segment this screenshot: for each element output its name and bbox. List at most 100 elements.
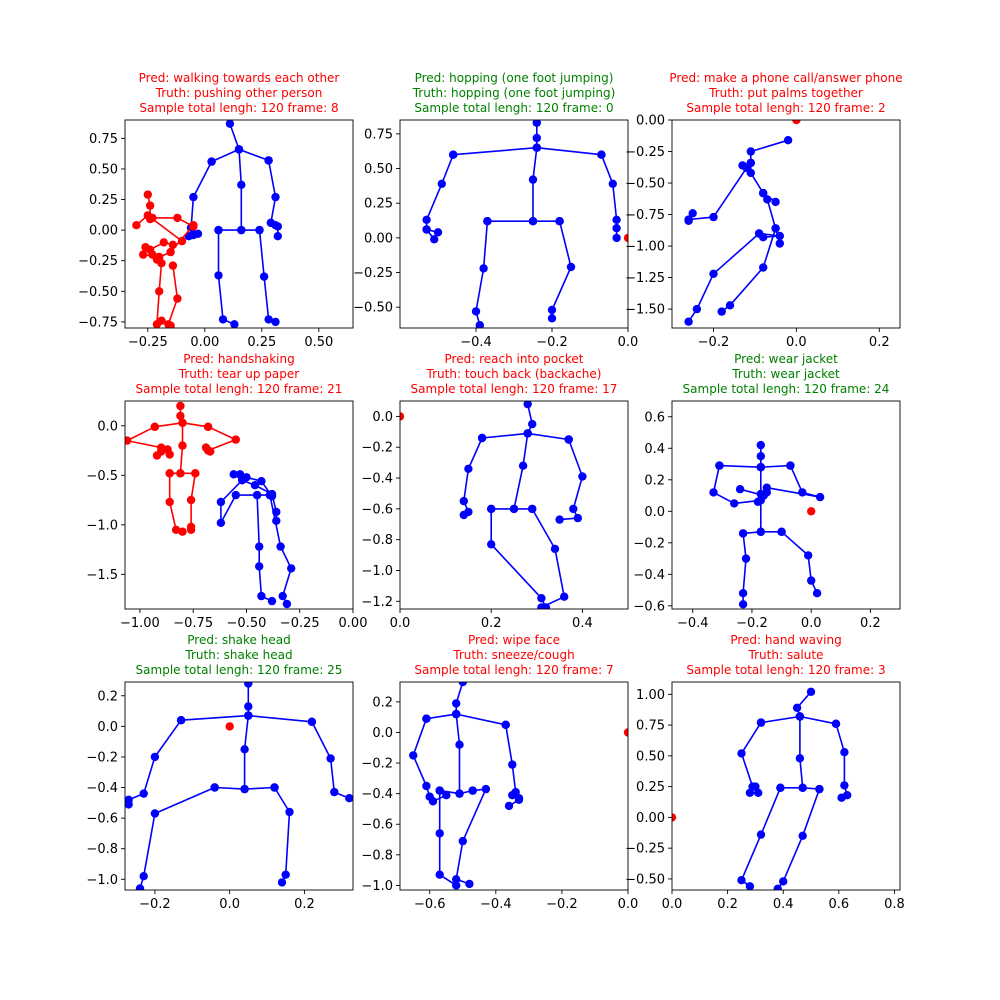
joint-point: [278, 591, 287, 601]
joint-point: [186, 495, 196, 505]
axes-frame: [124, 681, 354, 891]
joint-point: [684, 216, 693, 225]
y-tick-label: −0.50: [353, 301, 393, 316]
subplot-7: Pred: shake head Truth: shake head Sample …: [86, 633, 354, 912]
joint-point: [176, 411, 185, 421]
joint-point: [264, 315, 273, 324]
y-tick-label: −1.0: [361, 564, 393, 579]
y-tick-label: −1.5: [86, 568, 118, 583]
joint-point: [218, 315, 228, 324]
joint-point: [792, 703, 802, 712]
subplot-title: Pred: wipe face Truth: sneeze/cough Sample…: [414, 633, 613, 677]
joint-point: [746, 147, 755, 156]
x-tick-label: 0.50: [304, 335, 333, 350]
joint-point: [508, 760, 517, 769]
joint-point: [422, 781, 431, 791]
joint-point: [189, 221, 198, 230]
joint-point: [837, 793, 846, 802]
joint-point: [409, 751, 418, 760]
subplot-3: Pred: make a phone call/answer phone Trut…: [625, 71, 902, 350]
joint-point: [189, 192, 198, 202]
joint-point: [756, 440, 765, 450]
joint-point: [150, 809, 160, 818]
y-tick-label: −0.8: [361, 848, 393, 863]
series-1: [709, 440, 825, 609]
joint-point: [237, 225, 246, 235]
joint-point: [771, 224, 780, 233]
title-line: Truth: tear up paper: [178, 367, 299, 381]
y-tick-label: −0.75: [625, 208, 665, 223]
joint-point: [230, 320, 239, 328]
joint-point: [237, 180, 246, 189]
y-tick-label: −0.50: [625, 872, 665, 887]
skeleton-bone: [490, 508, 547, 608]
x-tick-label: 0.0: [786, 335, 807, 350]
joint-point: [125, 800, 133, 809]
title-line: Pred: shake head: [187, 633, 290, 647]
skeleton-bone: [781, 531, 818, 594]
y-tick-label: 0.0: [644, 505, 665, 520]
joint-point: [139, 789, 148, 798]
joint-point: [452, 875, 461, 884]
joint-point: [458, 682, 467, 687]
y-tick-label: −0.4: [361, 472, 393, 487]
joint-point: [210, 783, 219, 792]
title-line: Pred: handshaking: [183, 352, 294, 366]
joint-point: [806, 687, 816, 696]
joint-point: [165, 450, 174, 459]
joint-point: [452, 709, 461, 719]
x-tick-label: −0.2: [736, 616, 768, 631]
joint-point: [532, 143, 541, 152]
joint-point: [717, 307, 726, 316]
y-tick-label: −0.2: [361, 441, 393, 456]
joint-point: [804, 551, 813, 560]
joint-point: [528, 419, 537, 429]
joint-point: [150, 752, 160, 762]
x-tick-label: 0.00: [339, 616, 368, 631]
axes-frame: [671, 400, 901, 610]
plot-area: [684, 120, 801, 326]
joint-point: [623, 728, 628, 737]
title-line: Sample total lengh: 120 frame: 0: [414, 101, 613, 115]
joint-point: [688, 209, 697, 218]
subplot-4: Pred: handshaking Truth: tear up paper Sam…: [86, 352, 367, 631]
joint-point: [481, 784, 491, 794]
joint-point: [608, 179, 617, 188]
joint-point: [168, 240, 178, 249]
joint-point: [564, 435, 573, 444]
joint-point: [560, 592, 569, 601]
joint-point: [452, 699, 461, 708]
y-tick-label: −1.2: [361, 595, 393, 610]
joint-point: [234, 145, 244, 154]
series-2: [225, 722, 234, 731]
joint-point: [745, 882, 755, 890]
joint-point: [155, 287, 164, 296]
joint-point: [132, 221, 141, 230]
subplot-title: Pred: make a phone call/answer phone Trut…: [669, 71, 902, 115]
joint-point: [547, 305, 557, 315]
joint-point: [756, 452, 765, 461]
joint-point: [459, 496, 468, 506]
joint-point: [612, 215, 621, 224]
skeleton-bone: [311, 721, 350, 799]
series-2: [623, 728, 628, 737]
y-tick-label: −0.4: [361, 787, 393, 802]
joint-point: [509, 504, 519, 514]
x-tick-label: 0.8: [884, 897, 905, 912]
y-tick-label: 0.00: [636, 811, 665, 826]
series-1: [184, 120, 282, 328]
joint-point: [178, 441, 187, 450]
x-tick-label: −0.50: [227, 616, 267, 631]
y-tick-label: −0.2: [633, 536, 665, 551]
joint-point: [471, 307, 481, 316]
joint-point: [173, 294, 182, 303]
joint-point: [345, 794, 353, 803]
joint-point: [255, 562, 264, 571]
y-tick-label: 0.00: [89, 224, 118, 239]
title-line: Pred: walking towards each other: [139, 71, 340, 85]
joint-point: [807, 576, 816, 585]
subplot-8: Pred: wipe face Truth: sneeze/cough Sample…: [361, 633, 638, 912]
axes-frame: [399, 119, 629, 329]
joint-point: [287, 564, 296, 573]
subplot-9: Pred: hand waving Truth: salute Sample tot…: [625, 633, 905, 912]
